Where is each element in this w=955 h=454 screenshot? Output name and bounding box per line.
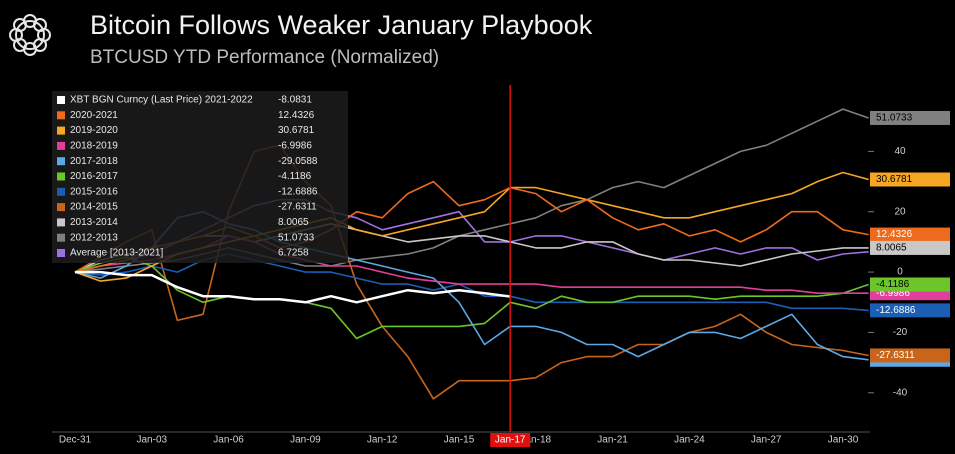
legend-label: 2016-2017 [70, 171, 118, 182]
last-value-box [870, 172, 950, 187]
legend-swatch [57, 157, 65, 166]
series-line [75, 270, 511, 304]
legend-swatch [57, 249, 65, 257]
legend-swatch [57, 233, 65, 242]
legend-swatch [57, 141, 65, 150]
last-value-label: 12.4326 [876, 229, 913, 240]
last-value-box [870, 348, 950, 363]
legend-label: 2014-2015 [70, 202, 118, 213]
last-value-label: -4.1186 [876, 279, 910, 290]
x-tick-label: Jan-09 [290, 435, 321, 446]
y-tick-label: 0 [897, 267, 903, 278]
last-value-label: 30.6781 [876, 174, 913, 185]
last-value-label: -6.9986 [876, 288, 910, 299]
legend-value: -29.0588 [278, 156, 318, 167]
x-tick-label: Jan-12 [367, 435, 398, 446]
legend-label: 2019-2020 [70, 125, 118, 136]
last-value-label: -12.6886 [876, 305, 916, 316]
legend-value: 30.6781 [278, 125, 315, 136]
legend-label: 2018-2019 [70, 141, 118, 152]
legend-value: 12.4326 [278, 110, 315, 121]
last-value-box [870, 303, 950, 318]
x-tick-label: Dec-31 [59, 435, 92, 446]
last-value-label: 51.0733 [876, 113, 913, 124]
y-tick-label: -20 [893, 327, 908, 338]
legend-label: 2020-2021 [70, 110, 118, 121]
x-tick-label: Jan-06 [213, 435, 244, 446]
legend-value: -6.9986 [278, 141, 312, 152]
legend: XBT BGN Curncy (Last Price) 2021-2022 -8.… [52, 91, 348, 263]
legend-swatch [57, 203, 65, 212]
legend-label: 2017-2018 [70, 156, 118, 167]
last-value-box [870, 277, 950, 292]
legend-value: 6.7258 [278, 248, 309, 259]
last-value-box [870, 227, 950, 242]
x-tick-label: Jan-03 [137, 435, 168, 446]
chart-title: Bitcoin Follows Weaker January Playbook [90, 10, 593, 40]
y-tick-label: -40 [893, 387, 908, 398]
highlight-box [490, 433, 531, 447]
legend-swatch [57, 126, 65, 135]
legend-label: 2012-2013 [70, 232, 118, 243]
legend-label: 2015-2016 [70, 186, 118, 197]
legend-label: 2013-2014 [70, 217, 118, 228]
legend-value: -4.1186 [278, 171, 312, 182]
y-tick-label: 20 [894, 206, 906, 217]
logo [9, 14, 51, 56]
x-tick-label: Jan-15 [444, 435, 475, 446]
legend-box [52, 91, 348, 263]
legend-value: -8.0831 [278, 95, 312, 106]
legend-swatch [57, 187, 65, 196]
legend-label: XBT BGN Curncy (Last Price) 2021-2022 [70, 95, 253, 106]
last-value-label: 8.0065 [876, 243, 907, 254]
x-tick-label: Jan-21 [597, 435, 628, 446]
legend-value: 8.0065 [278, 217, 309, 228]
legend-swatch [57, 111, 65, 120]
legend-value: 51.0733 [278, 232, 315, 243]
highlight-label: Jan-17 [495, 435, 526, 446]
chart-subtitle: BTCUSD YTD Performance (Normalized) [90, 47, 439, 68]
x-tick-label: Jan-27 [751, 435, 782, 446]
legend-swatch [57, 96, 65, 104]
last-value-box [870, 240, 950, 255]
series-line [74, 256, 869, 340]
x-tick-label: Jan-18 [521, 435, 552, 446]
x-tick-label: Jan-30 [828, 435, 859, 446]
legend-label: Average [2013-2021] [70, 248, 163, 259]
legend-value: -12.6886 [278, 186, 318, 197]
x-tick-label: Jan-24 [674, 435, 705, 446]
last-value-label: -27.6311 [876, 350, 915, 361]
last-value-box [870, 110, 950, 125]
legend-swatch [57, 218, 65, 227]
legend-value: -27.6311 [278, 202, 317, 213]
y-tick-label: 40 [894, 146, 906, 157]
legend-swatch [57, 172, 65, 181]
